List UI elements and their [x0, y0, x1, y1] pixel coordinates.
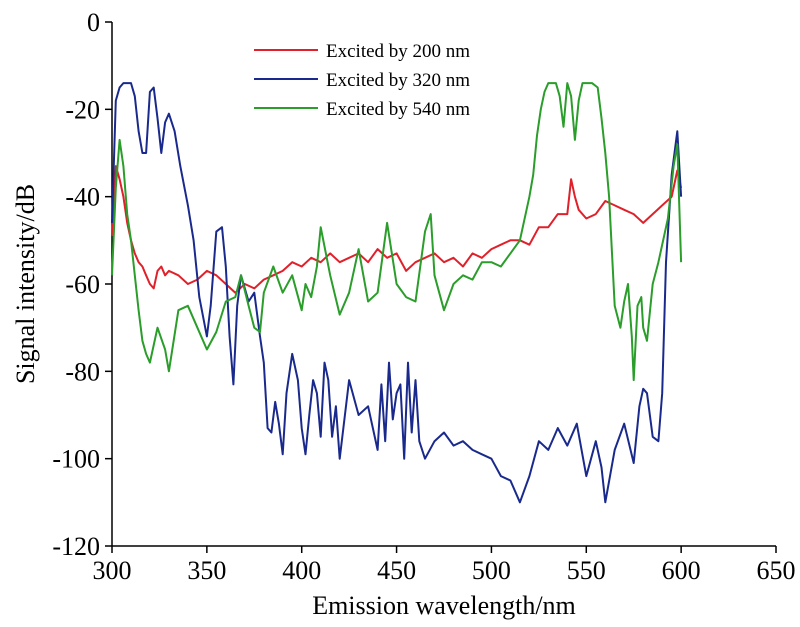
y-axis-title: Signal intensity/dB	[11, 184, 40, 384]
x-tick-label: 500	[472, 556, 511, 585]
y-tick-label: -100	[52, 445, 100, 474]
x-tick-label: 350	[187, 556, 226, 585]
series-group	[111, 82, 683, 504]
x-tick-label: 550	[567, 556, 606, 585]
x-tick-label: 400	[282, 556, 321, 585]
legend: Excited by 200 nm Excited by 320 nm Excite…	[254, 41, 470, 120]
legend-label-2: Excited by 320 nm	[326, 70, 470, 91]
y-tick-label: -120	[52, 532, 100, 561]
y-tick-label: -80	[65, 357, 100, 386]
ticks: 300 350 400 450 500 550 600 650 0 -20 -40 -60 -80 -10…	[52, 8, 795, 585]
series-line-3	[111, 82, 683, 382]
legend-label-3: Excited by 540 nm	[326, 99, 470, 120]
series-line-2	[111, 82, 683, 504]
y-tick-label: -40	[65, 183, 100, 212]
legend-label-1: Excited by 200 nm	[326, 41, 470, 62]
x-tick-label: 450	[377, 556, 416, 585]
x-tick-label: 600	[662, 556, 701, 585]
y-tick-label: -20	[65, 95, 100, 124]
series-line-1	[111, 165, 683, 294]
y-tick-label: 0	[87, 8, 100, 37]
x-tick-label: 650	[757, 556, 796, 585]
x-tick-label: 300	[93, 556, 132, 585]
y-tick-label: -60	[65, 270, 100, 299]
x-axis-title: Emission wavelength/nm	[312, 591, 576, 620]
